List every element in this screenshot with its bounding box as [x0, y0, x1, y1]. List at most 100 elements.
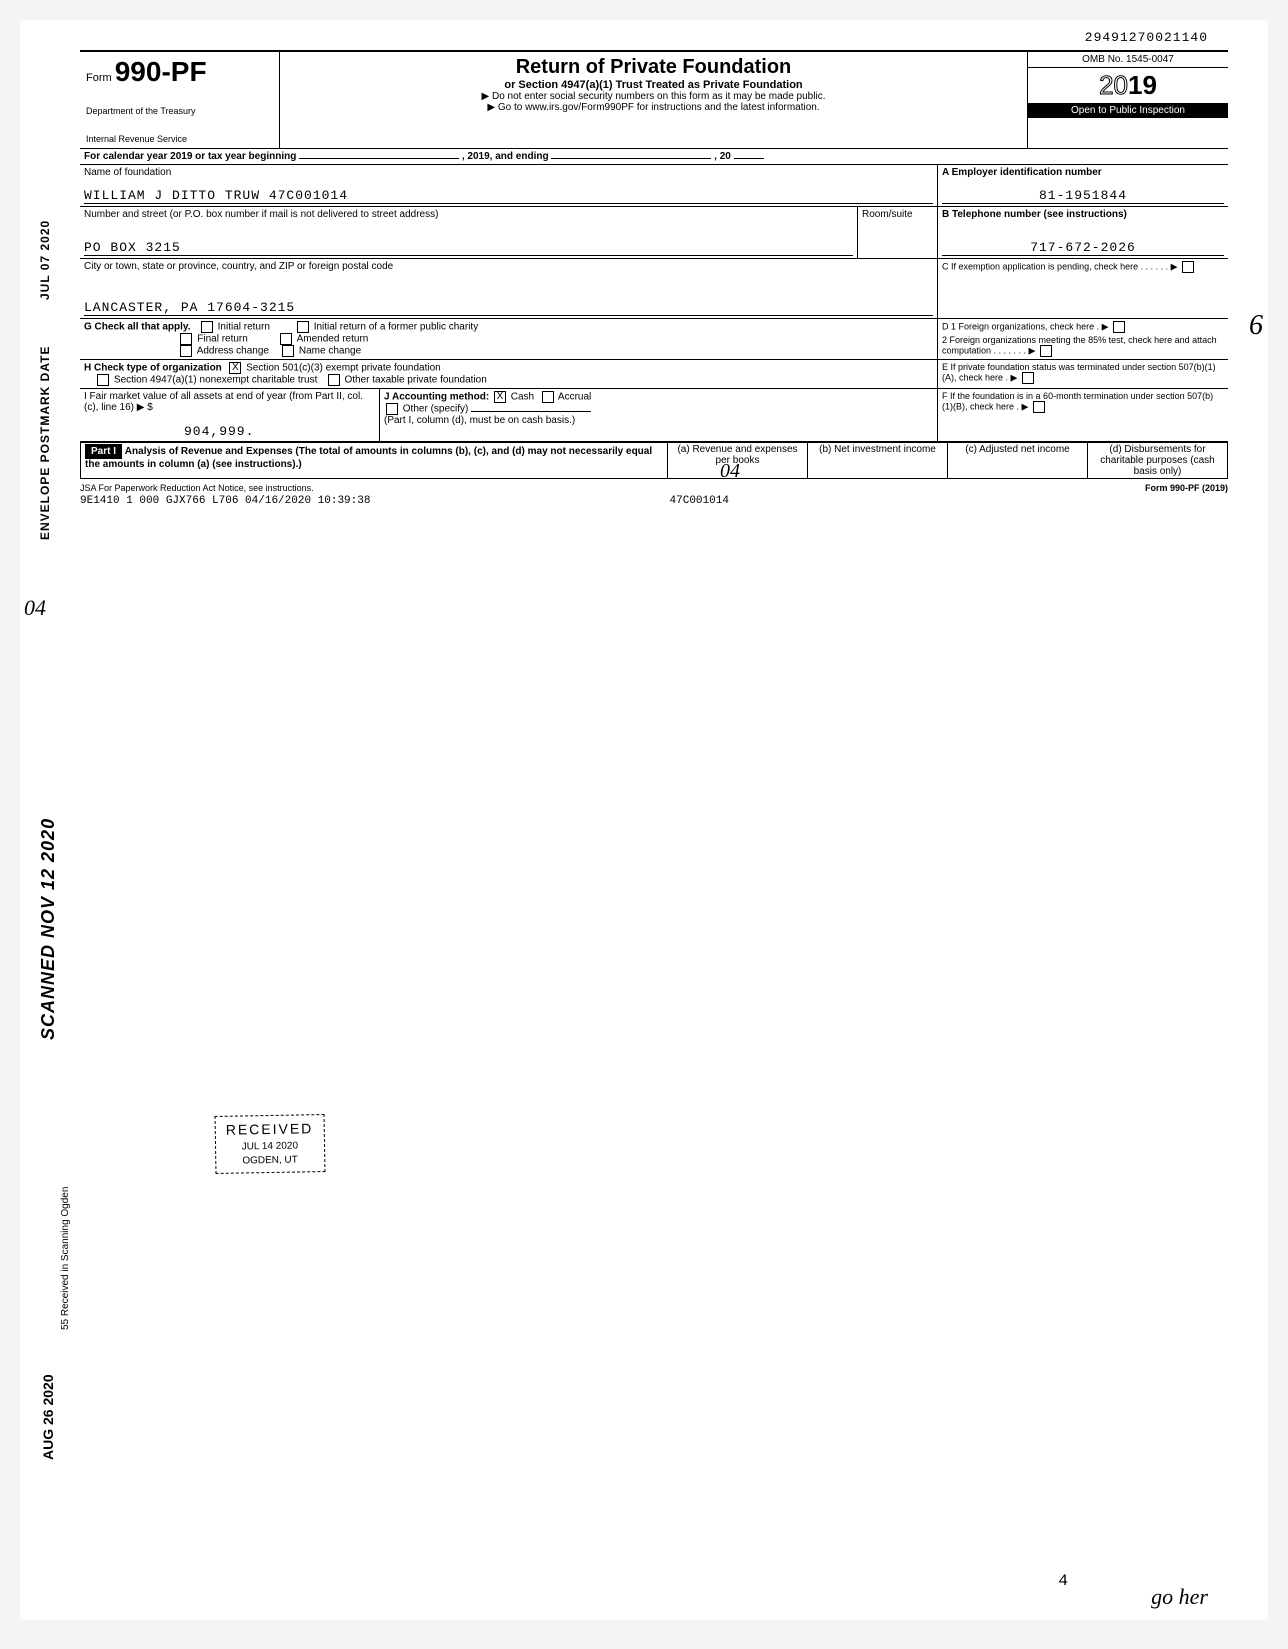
form-warning: ▶ Do not enter social security numbers o…	[290, 91, 1017, 102]
j-accrual-ck[interactable]	[542, 391, 554, 403]
h-ck-4947[interactable]	[97, 374, 109, 386]
e-checkbox[interactable]	[1022, 372, 1034, 384]
h-opt2: Section 4947(a)(1) nonexempt charitable …	[114, 375, 317, 386]
h-cell: H Check type of organization X Section 5…	[80, 360, 938, 388]
h-ck-501c3[interactable]: X	[229, 362, 241, 374]
form-prefix: Form	[86, 72, 112, 84]
g-opt3: Initial return of a former public charit…	[314, 322, 479, 333]
ein-value: 81-1951844	[942, 188, 1224, 204]
tel-value: 717-672-2026	[942, 240, 1224, 256]
stamp-aug26: AUG 26 2020	[40, 1374, 56, 1460]
stamp-date: JUL 14 2020	[226, 1139, 314, 1155]
g-ck-initial[interactable]	[201, 321, 213, 333]
g-ck-addrchg[interactable]	[180, 345, 192, 357]
d1-checkbox[interactable]	[1113, 321, 1125, 333]
open-inspection: Open to Public Inspection	[1028, 103, 1228, 118]
j-accrual: Accrual	[558, 392, 591, 403]
form-subtitle: or Section 4947(a)(1) Trust Treated as P…	[290, 79, 1017, 91]
g-opt5: Name change	[299, 346, 361, 357]
g-d-row: G Check all that apply. Initial return I…	[80, 319, 1228, 360]
form-number: 990-PF	[115, 56, 207, 87]
cal-c: , 20	[714, 151, 731, 162]
part1-title: Analysis of Revenue and Expenses (The to…	[85, 446, 652, 470]
d2-checkbox[interactable]	[1040, 345, 1052, 357]
name-label: Name of foundation	[84, 167, 933, 178]
form-goto: ▶ Go to www.irs.gov/Form990PF for instru…	[290, 102, 1017, 113]
city-cell: City or town, state or province, country…	[80, 259, 938, 318]
barcode-number: 29491270021140	[1085, 30, 1208, 45]
g-opt0: Initial return	[218, 322, 270, 333]
cal-b: , 2019, and ending	[462, 151, 549, 162]
h-ck-other[interactable]	[328, 374, 340, 386]
j-other-ck[interactable]	[386, 403, 398, 415]
j-note: (Part I, column (d), must be on cash bas…	[384, 415, 575, 426]
stamp-scanned: SCANNED NOV 12 2020	[38, 818, 59, 1040]
city-value: LANCASTER, PA 17604-3215	[84, 300, 933, 316]
room-cell: Room/suite	[858, 207, 938, 258]
stamp-jul07: JUL 07 2020	[38, 220, 52, 300]
g-ck-amended[interactable]	[280, 333, 292, 345]
addr-value: PO BOX 3215	[84, 240, 853, 256]
city-label: City or town, state or province, country…	[84, 261, 933, 272]
j-cell: J Accounting method: X Cash Accrual Othe…	[380, 389, 938, 441]
handwritten-04b: 04	[720, 460, 740, 483]
handwritten-04: 04	[24, 595, 46, 621]
stamp-received-ogden: 55 Received in Scanning Ogden	[60, 1187, 71, 1330]
addr-tel-row: Number and street (or P.O. box number if…	[80, 207, 1228, 259]
g-opt2: Address change	[197, 346, 269, 357]
form-page: 29491270021140 JUL 07 2020 ENVELOPE POST…	[20, 20, 1268, 1620]
handwritten-4-footer: 4	[1058, 1572, 1068, 1590]
part1-badge: Part I	[85, 444, 122, 459]
ijf-row: I Fair market value of all assets at end…	[80, 389, 1228, 442]
header-right: OMB No. 1545-0047 2019 Open to Public In…	[1028, 52, 1228, 148]
footer-right: Form 990-PF (2019)	[1145, 483, 1228, 493]
omb-number: OMB No. 1545-0047	[1028, 52, 1228, 68]
cal-label: For calendar year 2019 or tax year begin…	[80, 149, 1228, 164]
f-label: F If the foundation is in a 60-month ter…	[942, 391, 1213, 411]
g-ck-final[interactable]	[180, 333, 192, 345]
j-cash-ck[interactable]: X	[494, 391, 506, 403]
stamp-loc: OGDEN, UT	[226, 1153, 314, 1169]
g-ck-namechg[interactable]	[282, 345, 294, 357]
form-header: Form 990-PF Department of the Treasury I…	[80, 50, 1228, 149]
year-bold: 19	[1128, 70, 1157, 100]
dept-treasury: Department of the Treasury	[86, 106, 273, 116]
g-ck-former[interactable]	[297, 321, 309, 333]
handwritten-signature: go her	[1151, 1584, 1208, 1610]
d-cell: D 1 Foreign organizations, check here . …	[938, 319, 1228, 359]
f-checkbox[interactable]	[1033, 401, 1045, 413]
c-checkbox[interactable]	[1182, 261, 1194, 273]
addr-label: Number and street (or P.O. box number if…	[84, 209, 853, 220]
room-label: Room/suite	[862, 209, 933, 220]
name-cell: Name of foundation WILLIAM J DITTO TRUW …	[80, 165, 938, 206]
received-stamp: RECEIVED JUL 14 2020 OGDEN, UT	[215, 1114, 326, 1173]
footer-row: JSA For Paperwork Reduction Act Notice, …	[80, 483, 1228, 493]
e-cell: E If private foundation status was termi…	[938, 360, 1228, 388]
f-cell: F If the foundation is in a 60-month ter…	[938, 389, 1228, 441]
part1-table: Part I Analysis of Revenue and Expenses …	[80, 442, 1228, 479]
i-label: I Fair market value of all assets at end…	[84, 391, 363, 413]
col-b-hdr: (b) Net investment income	[808, 443, 948, 479]
dept-irs: Internal Revenue Service	[86, 134, 273, 144]
j-cash: Cash	[511, 392, 534, 403]
name-ein-row: Name of foundation WILLIAM J DITTO TRUW …	[80, 165, 1228, 207]
header-left: Form 990-PF Department of the Treasury I…	[80, 52, 280, 148]
j-label: J Accounting method:	[384, 392, 489, 403]
stamp-envelope: ENVELOPE POSTMARK DATE	[38, 346, 52, 540]
form-title: Return of Private Foundation	[290, 56, 1017, 79]
h-label: H Check type of organization	[84, 363, 222, 374]
ein-label: A Employer identification number	[942, 167, 1224, 178]
h-e-row: H Check type of organization X Section 5…	[80, 360, 1228, 389]
part1-title-cell: Part I Analysis of Revenue and Expenses …	[81, 443, 668, 479]
tel-label: B Telephone number (see instructions)	[942, 209, 1224, 220]
footer-left: JSA For Paperwork Reduction Act Notice, …	[80, 483, 314, 493]
g-label: G Check all that apply.	[84, 322, 191, 333]
city-row: City or town, state or province, country…	[80, 259, 1228, 319]
col-d-hdr: (d) Disbursements for charitable purpose…	[1088, 443, 1228, 479]
part1-header-row: Part I Analysis of Revenue and Expenses …	[81, 443, 1228, 479]
handwritten-6: 6	[1249, 310, 1263, 342]
footer-left2: 9E1410 1 000 GJX766 L706 04/16/2020 10:3…	[80, 495, 370, 507]
i-value: 904,999.	[184, 424, 254, 439]
header-center: Return of Private Foundation or Section …	[280, 52, 1028, 148]
c-cell: C If exemption application is pending, c…	[938, 259, 1228, 318]
